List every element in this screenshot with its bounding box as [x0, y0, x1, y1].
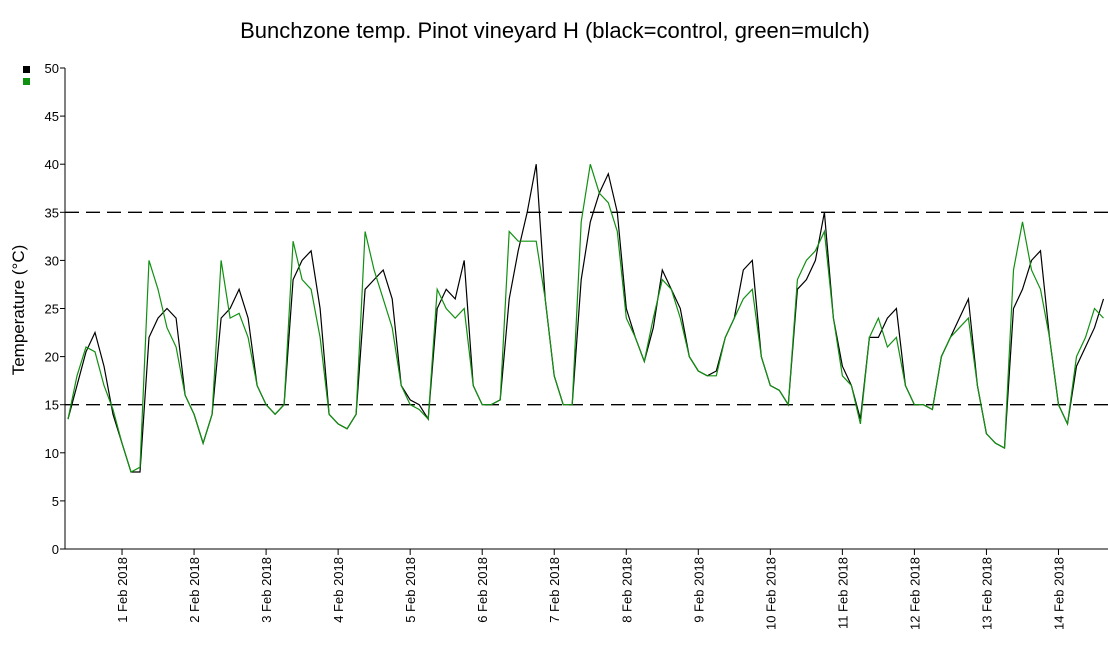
x-tick-label: 12 Feb 2018: [907, 557, 922, 630]
legend-swatch: [23, 78, 30, 85]
x-tick-label: 6 Feb 2018: [475, 557, 490, 623]
y-tick-label: 50: [45, 61, 59, 76]
x-tick-label: 8 Feb 2018: [619, 557, 634, 623]
x-tick-label: 10 Feb 2018: [763, 557, 778, 630]
y-axis-label: Temperature (°C): [9, 245, 28, 376]
y-tick-label: 15: [45, 398, 59, 413]
y-tick-label: 30: [45, 253, 59, 268]
y-tick-label: 35: [45, 205, 59, 220]
x-tick-label: 4 Feb 2018: [331, 557, 346, 623]
legend-swatch: [23, 66, 30, 73]
x-tick-label: 14 Feb 2018: [1051, 557, 1066, 630]
series-line: [67, 164, 1105, 473]
x-tick-label: 1 Feb 2018: [115, 557, 130, 623]
x-tick-label: 7 Feb 2018: [547, 557, 562, 623]
y-tick-label: 5: [52, 494, 59, 509]
y-tick-label: 40: [45, 157, 59, 172]
y-tick-label: 0: [52, 542, 59, 557]
y-tick-label: 20: [45, 350, 59, 365]
y-tick-label: 10: [45, 446, 59, 461]
y-tick-label: 45: [45, 109, 59, 124]
x-tick-label: 5 Feb 2018: [403, 557, 418, 623]
x-tick-label: 2 Feb 2018: [187, 557, 202, 623]
series-line: [67, 164, 1104, 473]
x-tick-label: 3 Feb 2018: [259, 557, 274, 623]
y-tick-label: 25: [45, 302, 59, 317]
x-tick-label: 9 Feb 2018: [691, 557, 706, 623]
x-tick-label: 11 Feb 2018: [835, 557, 850, 629]
x-tick-label: 13 Feb 2018: [979, 557, 994, 630]
chart-title: Bunchzone temp. Pinot vineyard H (black=…: [240, 18, 870, 43]
